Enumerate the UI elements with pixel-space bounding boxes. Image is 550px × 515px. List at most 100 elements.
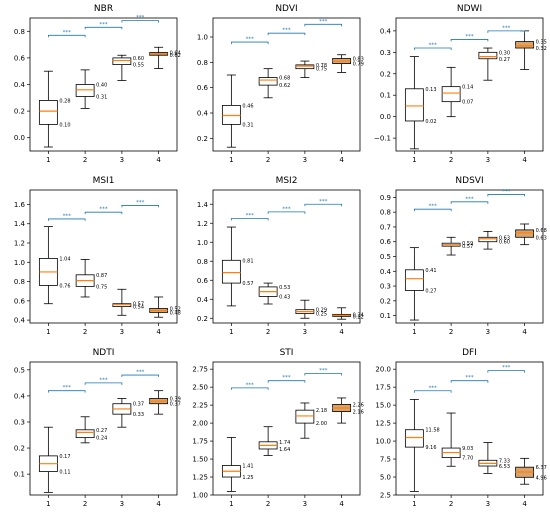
box-group-1: 0.41 0.27 xyxy=(404,247,437,321)
q3-label: 1.41 xyxy=(242,464,253,470)
q1-label: 0.62 xyxy=(279,83,290,89)
bracket-line xyxy=(267,380,306,383)
y-tick-label: 0.1 xyxy=(380,312,391,320)
box-iqr xyxy=(221,259,241,284)
y-tick-label: 0.5 xyxy=(14,366,25,374)
x-tick-label: 4 xyxy=(156,328,161,336)
bracket-line xyxy=(47,390,86,393)
q1-label: 0.62 xyxy=(170,53,181,59)
box-iqr xyxy=(404,88,424,122)
q3-label: 0.53 xyxy=(279,285,290,291)
box-group-2: 9.03 7.70 xyxy=(441,412,473,467)
q1-label: 0.76 xyxy=(59,283,70,289)
q3-label: 11.58 xyxy=(425,428,439,434)
significance-bracket: *** xyxy=(47,30,86,38)
y-tick-label: 1.50 xyxy=(192,456,208,464)
q3-label: 2.26 xyxy=(353,402,364,408)
box-group-1: 0.46 0.31 xyxy=(221,74,254,148)
box-iqr xyxy=(441,86,461,103)
significance-bracket: *** xyxy=(450,375,489,383)
x-tick-label: 3 xyxy=(120,328,124,336)
y-tick-label: 10.0 xyxy=(375,438,391,446)
bracket-line xyxy=(84,26,123,30)
significance-label: *** xyxy=(136,370,145,376)
bracket-line xyxy=(304,23,343,27)
q3-label: 0.41 xyxy=(425,268,436,274)
chart-title: NDWI xyxy=(457,4,482,14)
chart-panel-ndwi: NDWI−0.10.00.10.20.30.41 2 3 40.130.020.140… xyxy=(374,4,547,164)
q1-label: 4.96 xyxy=(536,475,547,481)
plot-frame xyxy=(212,361,361,496)
significance-bracket: *** xyxy=(487,25,526,33)
bracket-line xyxy=(230,218,269,221)
bracket-line xyxy=(47,34,86,38)
plot-frame xyxy=(395,17,544,152)
box-group-4: 6.37 4.96 xyxy=(515,457,547,485)
box-group-1: 0.17 0.11 xyxy=(38,426,71,493)
box-iqr xyxy=(478,51,498,60)
q3-label: 0.14 xyxy=(462,85,473,91)
bracket-line xyxy=(450,39,489,42)
y-tick-label: 0.8 xyxy=(14,28,25,36)
q3-label: 0.78 xyxy=(316,63,327,69)
box-iqr xyxy=(112,57,132,65)
q3-label: 0.60 xyxy=(133,56,144,62)
bracket-line xyxy=(450,201,489,204)
q3-label: 7.33 xyxy=(499,458,510,464)
q1-label: 0.43 xyxy=(279,294,290,300)
q1-label: 0.10 xyxy=(59,122,70,128)
y-tick-label: 0.4 xyxy=(197,110,209,118)
q3-label: 0.35 xyxy=(536,40,547,46)
q3-label: 0.27 xyxy=(96,428,107,434)
significance-label: *** xyxy=(502,189,511,195)
x-tick-label: 1 xyxy=(229,328,233,336)
x-tick-label: 4 xyxy=(522,156,527,164)
x-tick-label: 2 xyxy=(83,500,87,508)
y-tick-label: 0.6 xyxy=(197,84,209,92)
plot-frame xyxy=(29,189,178,324)
significance-bracket: *** xyxy=(413,43,452,51)
chart-panel-ndsvi: NDSVI 0.1 0.2 0.3 0.4 0.5 0.6 0.7 0.8 0.9 1 2 3 4 0.41… xyxy=(380,176,547,336)
box-group-4: 0.830.79 xyxy=(332,54,364,73)
q3-label: 0.83 xyxy=(353,57,364,63)
box-group-3: 0.290.25 xyxy=(295,299,327,319)
y-tick-label: 0.5 xyxy=(380,253,391,261)
y-tick-label: 0.2 xyxy=(14,108,25,116)
significance-label: *** xyxy=(63,213,72,219)
y-tick-label: 0.4 xyxy=(380,268,392,276)
y-tick-label: 0.4 xyxy=(14,81,26,89)
y-tick-label: 7.5 xyxy=(380,456,391,464)
y-tick-label: 0.6 xyxy=(380,238,392,246)
significance-label: *** xyxy=(63,385,72,391)
q1-label: 0.57 xyxy=(242,281,253,287)
q3-label: 0.30 xyxy=(499,50,510,56)
significance-label: *** xyxy=(429,43,438,49)
significance-bracket: *** xyxy=(304,368,343,376)
significance-bracket: *** xyxy=(230,382,269,390)
significance-label: *** xyxy=(99,377,108,383)
x-tick-label: 1 xyxy=(46,328,50,336)
x-tick-label: 1 xyxy=(412,328,416,336)
y-tick-label: 0.2 xyxy=(197,315,208,323)
y-tick-label: 0.3 xyxy=(14,418,25,426)
significance-label: *** xyxy=(99,207,108,213)
q3-label: 0.68 xyxy=(536,228,547,234)
q1-label: 0.25 xyxy=(316,312,327,318)
box-group-3: 0.600.55 xyxy=(112,54,144,81)
y-tick-label: 0.8 xyxy=(380,209,391,217)
box-iqr xyxy=(515,41,535,49)
significance-bracket: *** xyxy=(304,199,343,207)
chart-title: NDVI xyxy=(275,4,297,14)
chart-title: STI xyxy=(280,348,294,358)
x-tick-label: 2 xyxy=(266,500,270,508)
x-tick-label: 4 xyxy=(339,500,344,508)
box-group-4: 0.390.37 xyxy=(149,390,181,415)
q1-label: 0.22 xyxy=(353,314,364,320)
chart-title: MSI1 xyxy=(93,176,115,186)
box-group-2: 0.590.57 xyxy=(441,236,473,256)
x-tick-label: 2 xyxy=(266,328,270,336)
chart-panel-msi2: MSI2 0.2 0.4 0.6 0.8 1.0 1.2 1.4 1 2 3 4 0.81 0.57 0.5… xyxy=(197,176,364,336)
significance-bracket: *** xyxy=(84,377,123,385)
box-group-3: 7.336.53 xyxy=(478,442,510,474)
y-tick-label: 1.0 xyxy=(14,259,25,267)
